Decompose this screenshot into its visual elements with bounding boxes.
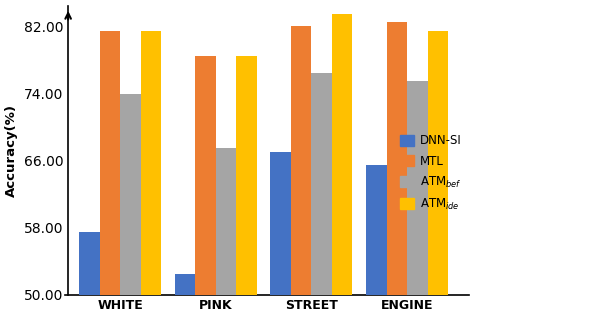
Bar	[79, 232, 100, 294]
Bar	[174, 274, 195, 294]
Bar	[387, 22, 407, 294]
Bar	[427, 31, 448, 294]
Bar	[407, 81, 427, 294]
Bar	[100, 31, 120, 294]
Bar	[237, 56, 257, 294]
Bar	[195, 56, 216, 294]
Bar	[291, 26, 311, 294]
Bar	[120, 93, 140, 294]
Bar	[311, 73, 332, 294]
Bar	[140, 31, 161, 294]
Bar	[271, 152, 291, 294]
Bar	[216, 148, 237, 294]
Bar	[366, 165, 387, 294]
Legend: DNN-SI, MTL, ATM$_{bef}$, ATM$_{ide}$: DNN-SI, MTL, ATM$_{bef}$, ATM$_{ide}$	[396, 130, 467, 217]
Y-axis label: Accuracy(%): Accuracy(%)	[5, 104, 18, 197]
Bar	[332, 14, 353, 294]
